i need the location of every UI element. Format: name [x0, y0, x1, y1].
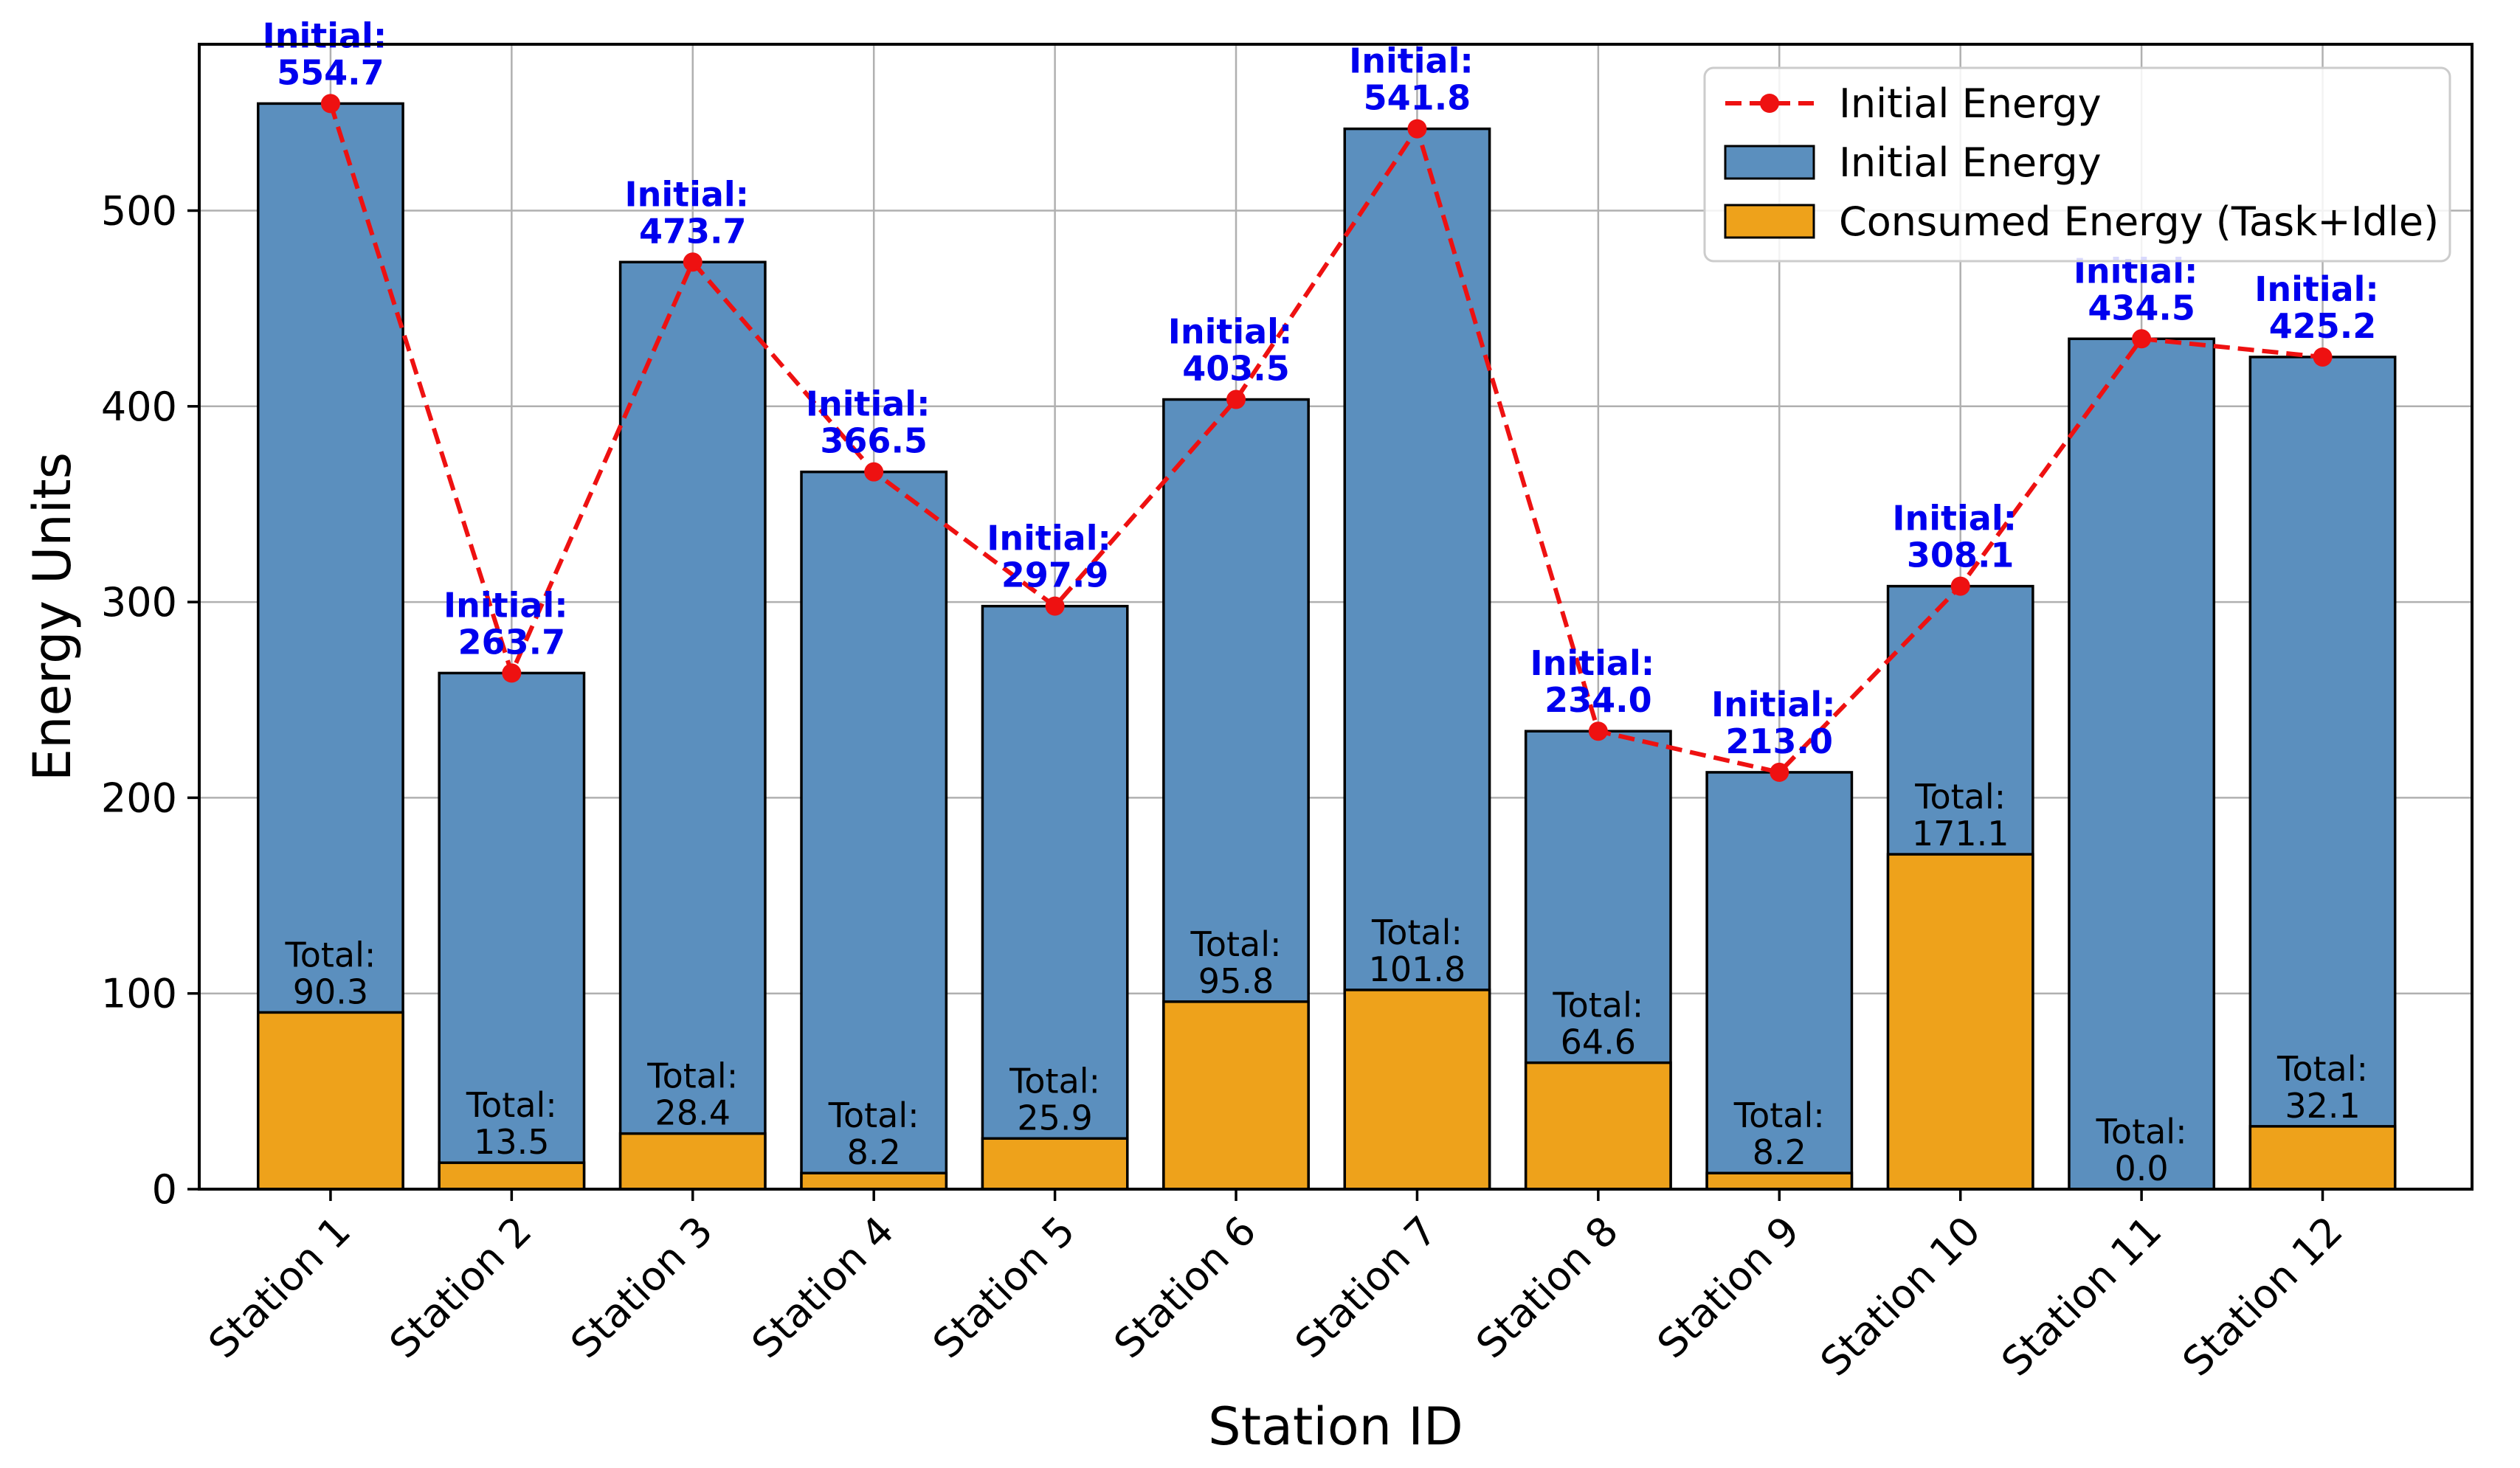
- total-label-value: 64.6: [1561, 1022, 1636, 1062]
- initial-label-title: Initial:: [1168, 312, 1293, 352]
- initial-energy-point: [1770, 762, 1789, 782]
- total-label-title: Total:: [1009, 1061, 1100, 1101]
- initial-energy-bar: [981, 604, 1129, 1191]
- total-label-title: Total:: [828, 1095, 919, 1135]
- initial-label-title: Initial:: [2254, 269, 2379, 309]
- total-label-value: 32.1: [2285, 1086, 2360, 1126]
- consumed-energy-bar: [2248, 1125, 2397, 1191]
- legend-marker-swatch: [1760, 94, 1779, 113]
- total-label-title: Total:: [646, 1056, 738, 1096]
- legend-label: Consumed Energy (Task+Idle): [1839, 198, 2439, 245]
- consumed-energy-bar: [1705, 1171, 1854, 1191]
- consumed-energy-bar: [1524, 1061, 1672, 1191]
- legend-consumed-swatch: [1724, 204, 1815, 239]
- total-label-value: 25.9: [1017, 1098, 1092, 1138]
- initial-energy-point: [320, 94, 340, 114]
- initial-label-value: 263.7: [458, 622, 566, 662]
- total-label-value: 8.2: [847, 1132, 901, 1172]
- total-label-title: Total:: [1914, 777, 2006, 817]
- initial-label-value: 297.9: [1001, 555, 1109, 595]
- legend: Initial Energy Initial Energy Consumed Ene…: [1703, 66, 2451, 263]
- total-label-value: 95.8: [1198, 961, 1274, 1001]
- total-label-value: 171.1: [1912, 814, 2009, 854]
- total-label-value: 8.2: [1753, 1132, 1806, 1172]
- y-axis-title: Energy Units: [22, 452, 83, 781]
- initial-energy-point: [1588, 721, 1608, 741]
- y-tick-label: 0: [152, 1166, 177, 1213]
- y-tick-label: 500: [101, 188, 177, 235]
- initial-energy-bar: [800, 470, 948, 1191]
- total-label-title: Total:: [284, 935, 376, 974]
- total-label-title: Total:: [1371, 913, 1463, 952]
- initial-energy-bar: [618, 260, 767, 1191]
- plot-frame: [198, 43, 2474, 1191]
- initial-energy-line-path: [328, 103, 2323, 775]
- total-label-value: 101.8: [1369, 949, 1466, 989]
- total-label-value: 13.5: [474, 1122, 549, 1162]
- consumed-energy-bar: [1886, 853, 2034, 1191]
- initial-energy-point: [1045, 596, 1065, 616]
- initial-energy-point: [2313, 347, 2333, 367]
- initial-energy-bar: [1705, 771, 1854, 1191]
- initial-label-title: Initial:: [624, 174, 749, 214]
- y-tick-label: 400: [101, 384, 177, 430]
- data-labels: Initial:554.7Initial:263.7Initial:473.7I…: [263, 15, 2379, 1188]
- initial-energy-bar: [257, 102, 404, 1191]
- initial-energy-point: [2132, 329, 2152, 349]
- initial-label-title: Initial:: [1530, 643, 1655, 683]
- initial-label-value: 213.0: [1726, 721, 1834, 761]
- initial-label-value: 425.2: [2269, 306, 2377, 346]
- consumed-energy-bar: [1162, 1000, 1310, 1191]
- initial-energy-bar: [2068, 337, 2216, 1191]
- initial-label-title: Initial:: [1349, 41, 1474, 81]
- consumed-energy-bar: [1343, 989, 1491, 1191]
- initial-energy-point: [1950, 576, 1970, 596]
- total-label-title: Total:: [2276, 1049, 2368, 1089]
- initial-label-title: Initial:: [263, 15, 387, 55]
- initial-label-value: 234.0: [1544, 680, 1652, 720]
- total-label-title: Total:: [466, 1085, 557, 1125]
- x-axis-title: Station ID: [1208, 1396, 1463, 1457]
- legend-label: Initial Energy: [1839, 139, 2102, 186]
- total-label-value: 28.4: [655, 1093, 731, 1133]
- consumed-energy-bar: [438, 1161, 586, 1191]
- total-label-title: Total:: [1552, 986, 1643, 1025]
- legend-initial-swatch: [1724, 145, 1815, 180]
- y-tick-label: 200: [101, 775, 177, 821]
- initial-label-title: Initial:: [1711, 685, 1836, 724]
- initial-energy-point: [1226, 389, 1246, 409]
- initial-energy-point: [683, 252, 703, 272]
- y-tick-label: 300: [101, 579, 177, 626]
- consumed-energy-bar: [981, 1137, 1129, 1191]
- consumed-energy-bar: [618, 1132, 767, 1191]
- initial-label-value: 434.5: [2088, 288, 2195, 328]
- bars: [257, 102, 2397, 1191]
- initial-label-title: Initial:: [806, 384, 931, 424]
- initial-label-value: 541.8: [1364, 78, 1471, 118]
- consumed-energy-bar: [257, 1011, 404, 1191]
- total-label-title: Total:: [1190, 924, 1282, 964]
- total-label-title: Total:: [2096, 1112, 2187, 1152]
- initial-label-value: 308.1: [1907, 536, 2015, 575]
- y-tick-label: 100: [101, 971, 177, 1017]
- legend-label: Initial Energy: [1839, 80, 2102, 127]
- initial-energy-point: [864, 462, 884, 482]
- total-label-value: 90.3: [293, 972, 368, 1011]
- initial-label-value: 554.7: [277, 52, 384, 92]
- total-label-value: 0.0: [2115, 1149, 2169, 1188]
- initial-label-value: 473.7: [639, 211, 747, 251]
- initial-label-title: Initial:: [443, 585, 568, 625]
- initial-energy-bar: [2248, 356, 2397, 1191]
- initial-energy-point: [502, 663, 522, 683]
- initial-label-value: 403.5: [1182, 349, 1290, 389]
- initial-energy-point: [1407, 119, 1427, 139]
- initial-energy-line: [320, 94, 2333, 782]
- initial-label-title: Initial:: [987, 519, 1111, 558]
- legend-box: [1703, 66, 2451, 263]
- initial-label-value: 366.5: [820, 421, 928, 461]
- consumed-energy-bar: [800, 1171, 948, 1191]
- total-label-title: Total:: [1733, 1095, 1825, 1135]
- initial-label-title: Initial:: [1892, 499, 2017, 539]
